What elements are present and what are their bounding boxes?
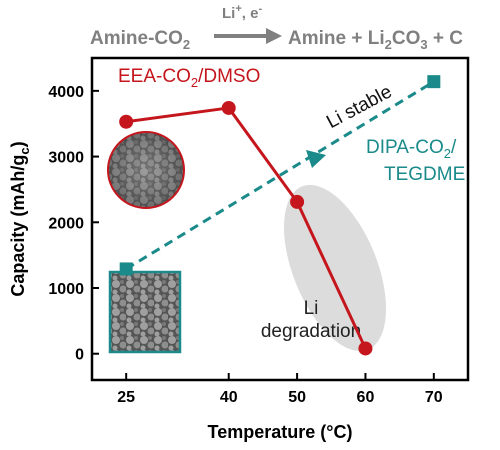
x-tick-label: 60: [357, 389, 375, 406]
data-point: [358, 341, 373, 356]
y-tick-label: 3000: [48, 150, 84, 167]
data-point: [119, 114, 134, 129]
arrow-condition-label: Li+, e-: [222, 3, 262, 22]
dipa-series-label-line1: DIPA-CO2/: [366, 137, 457, 161]
y-axis-title: Capacity (mAh/gc): [8, 141, 32, 296]
y-axis: 0 1000 2000 3000 4000: [48, 84, 99, 364]
y-tick-label: 4000: [48, 84, 84, 101]
x-tick-label: 50: [288, 389, 306, 406]
eea-series-label: EEA-CO2/DMSO: [118, 66, 260, 90]
li-degradation-label-line2: degradation: [261, 321, 361, 342]
x-tick-label: 70: [425, 389, 443, 406]
data-point: [119, 262, 133, 276]
data-point: [221, 100, 236, 115]
dipa-series-label-line2: TEGDME: [384, 164, 465, 185]
sem-inset-square: [108, 270, 182, 354]
x-tick-label: 25: [117, 389, 135, 406]
reaction-arrowhead: [266, 28, 282, 44]
reactant-label: Amine-CO2: [90, 28, 190, 52]
li-degradation-label-line1: Li: [304, 298, 319, 319]
x-axis: 25 40 50 60 70: [117, 373, 443, 406]
sem-inset-circle: [107, 131, 185, 209]
x-tick-label: 40: [220, 389, 238, 406]
data-point: [290, 194, 305, 209]
series-line-dipa-co2-tegdme: [125, 80, 435, 271]
y-tick-label: 0: [75, 347, 84, 364]
li-stable-arrowhead: [306, 150, 326, 168]
series-layer: [119, 75, 441, 356]
data-point: [427, 75, 441, 89]
plot-frame: [90, 56, 470, 382]
reaction-header: Amine-CO2 Li+, e- Amine + Li2CO3 + C: [90, 3, 463, 52]
y-tick-label: 1000: [48, 281, 84, 298]
y-tick-label: 2000: [48, 215, 84, 232]
products-label: Amine + Li2CO3 + C: [288, 28, 463, 52]
x-axis-title: Temperature (°C): [208, 422, 353, 442]
series-line-eea-co2-dmso: [125, 106, 367, 350]
